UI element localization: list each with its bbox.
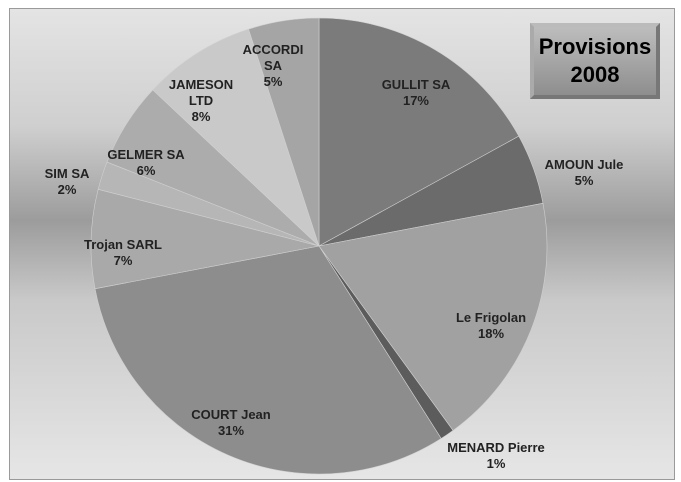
category-name: COURT Jean [191,407,271,422]
category-name: SIM SA [44,166,90,181]
slice-label: Trojan SARL 7% [84,237,162,269]
percent-label: 1% [486,456,506,471]
slice-label: MENARD Pierre 1% [447,440,545,472]
category-name: MENARD Pierre [447,440,545,455]
slice-label: JAMESON LTD 8% [166,77,236,125]
percent-label: 17% [402,93,430,108]
pie-slice [152,28,320,247]
category-name: GELMER SA [107,147,185,162]
category-name: AMOUN Jule [544,157,624,172]
percent-label: 7% [113,253,133,268]
percent-label: 5% [263,74,283,89]
pie-slice [94,245,442,475]
category-name: Trojan SARL [83,237,163,252]
pie-slice [318,17,520,247]
category-name: JAMESON LTD [168,77,234,108]
percent-label: 6% [136,163,156,178]
slice-label: GULLIT SA 17% [382,77,451,109]
slice-label: ACCORDI SA 5% [238,42,308,90]
pie-slice [248,17,320,247]
slice-label: GELMER SA 6% [107,147,184,179]
pie-slice [318,202,548,431]
slice-label: COURT Jean 31% [191,407,270,439]
chart-area: Provisions 2008 GULLIT SA 17% AMOUN Jule 5%… [9,8,675,480]
percent-label: 31% [217,423,245,438]
category-name: Le Frigolan [455,310,527,325]
percent-label: 8% [191,109,211,124]
category-name: GULLIT SA [381,77,451,92]
category-name: ACCORDI SA [242,42,304,73]
slice-label: SIM SA 2% [45,166,90,198]
slice-label: Le Frigolan 18% [456,310,526,342]
pie-chart [90,17,548,475]
slice-label: AMOUN Jule 5% [545,157,624,189]
chart-title: Provisions 2008 [530,23,660,99]
percent-label: 2% [57,182,77,197]
percent-label: 18% [477,326,505,341]
percent-label: 5% [574,173,594,188]
